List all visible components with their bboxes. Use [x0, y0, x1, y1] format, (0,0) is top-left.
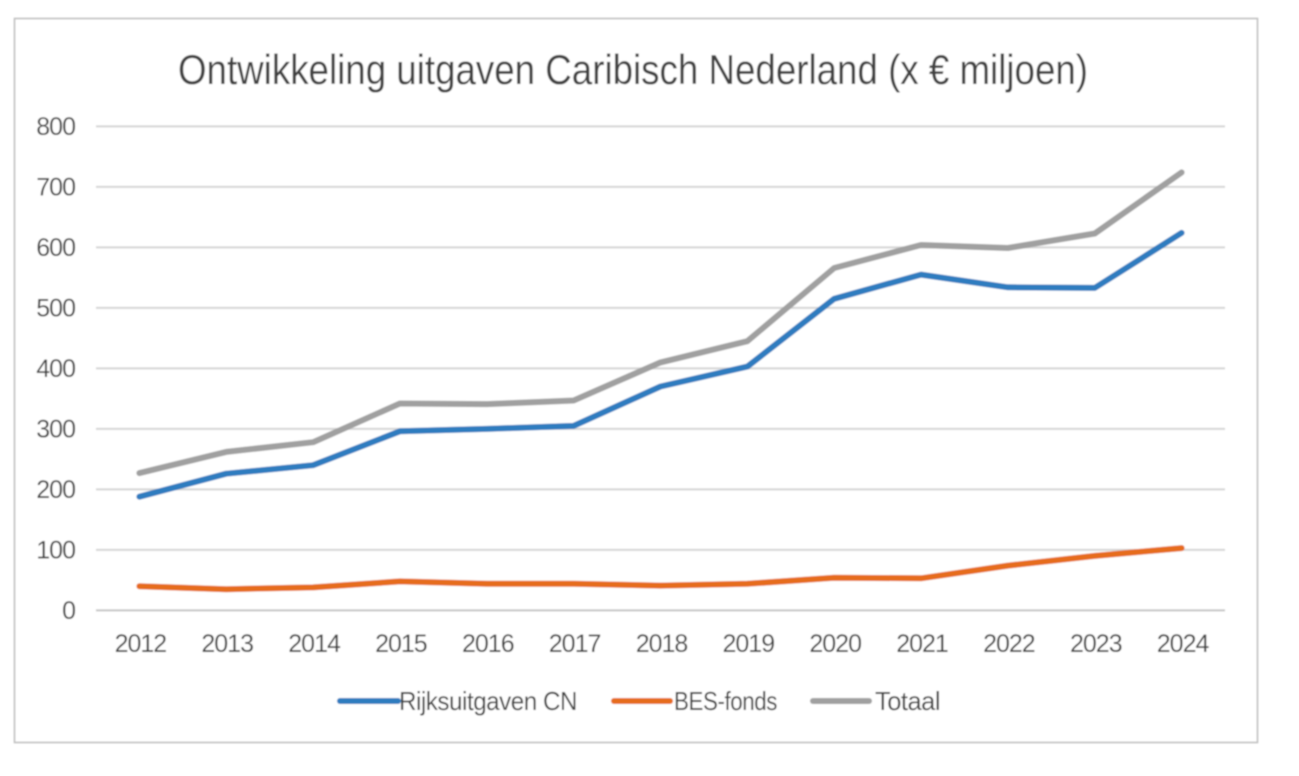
svg-text:2024: 2024 [1157, 630, 1210, 658]
svg-text:2013: 2013 [201, 630, 253, 658]
svg-text:0: 0 [62, 597, 75, 625]
svg-text:700: 700 [36, 174, 75, 202]
svg-text:2018: 2018 [636, 630, 688, 658]
svg-text:400: 400 [36, 355, 75, 383]
svg-text:2016: 2016 [462, 630, 514, 658]
svg-text:100: 100 [36, 537, 75, 565]
svg-text:Totaal: Totaal [875, 686, 940, 716]
svg-text:2023: 2023 [1070, 630, 1122, 658]
svg-text:2021: 2021 [896, 630, 948, 658]
svg-text:800: 800 [36, 113, 75, 141]
svg-text:2020: 2020 [809, 630, 861, 658]
svg-text:200: 200 [36, 476, 75, 504]
svg-text:300: 300 [36, 416, 75, 444]
svg-text:500: 500 [36, 295, 75, 323]
svg-text:2019: 2019 [722, 630, 774, 658]
svg-text:Rijksuitgaven CN: Rijksuitgaven CN [399, 686, 577, 716]
svg-text:2017: 2017 [549, 630, 601, 658]
svg-text:2012: 2012 [115, 630, 167, 658]
svg-text:BES-fonds: BES-fonds [674, 686, 777, 716]
svg-text:2022: 2022 [983, 630, 1035, 658]
svg-text:Ontwikkeling uitgaven Caribisc: Ontwikkeling uitgaven Caribisch Nederlan… [178, 46, 1088, 93]
svg-text:2015: 2015 [375, 630, 427, 658]
svg-text:600: 600 [36, 234, 75, 262]
svg-text:2014: 2014 [288, 630, 341, 658]
